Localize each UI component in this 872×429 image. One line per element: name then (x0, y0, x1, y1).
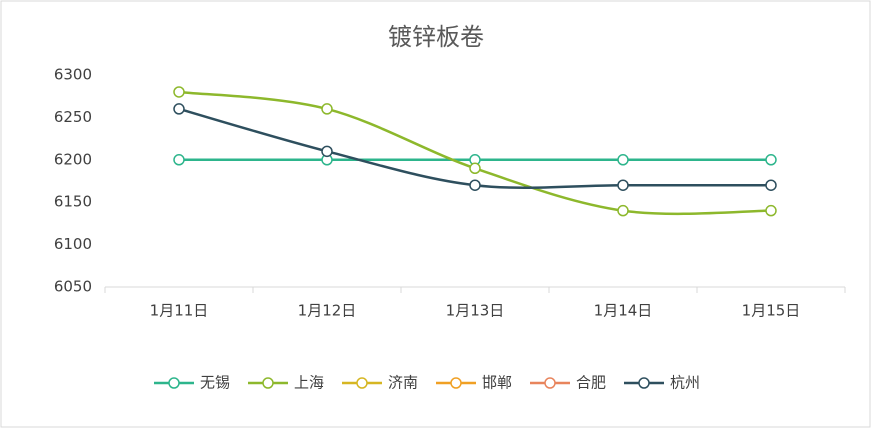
legend-marker (262, 377, 274, 389)
point (173, 86, 185, 98)
point (617, 179, 629, 191)
y-tick-label: 6200 (54, 150, 92, 168)
point (617, 154, 629, 166)
x-tick-label: 1月15日 (742, 302, 801, 320)
legend-label: 合肥 (576, 374, 606, 392)
y-tick-label: 6150 (54, 193, 92, 211)
point (173, 103, 185, 115)
point (765, 204, 777, 217)
point (321, 103, 333, 115)
x-tick-label: 1月13日 (446, 302, 505, 320)
legend-label: 杭州 (670, 374, 700, 392)
point (469, 179, 481, 191)
y-tick-label: 6250 (54, 108, 92, 126)
y-tick-label: 6300 (54, 66, 92, 84)
legend-marker (356, 377, 368, 389)
legend-marker (168, 377, 180, 389)
legend-marker (638, 377, 650, 389)
legend-label: 上海 (294, 374, 324, 392)
x-tick-label: 1月11日 (150, 302, 209, 320)
point (321, 145, 333, 158)
point (469, 162, 481, 175)
point (173, 154, 185, 166)
legend-marker (544, 377, 556, 389)
point (617, 204, 629, 217)
point (765, 179, 777, 191)
x-tick-label: 1月14日 (594, 302, 653, 320)
legend-marker (450, 377, 462, 389)
legend-label: 邯郸 (482, 374, 512, 392)
legend-label: 济南 (388, 374, 418, 392)
y-tick-label: 6050 (54, 278, 92, 296)
chart-title: 镀锌板卷 (388, 23, 484, 51)
point (765, 154, 777, 166)
legend-label: 无锡 (200, 374, 230, 392)
y-tick-label: 6100 (54, 235, 92, 253)
x-tick-label: 1月12日 (298, 302, 357, 320)
